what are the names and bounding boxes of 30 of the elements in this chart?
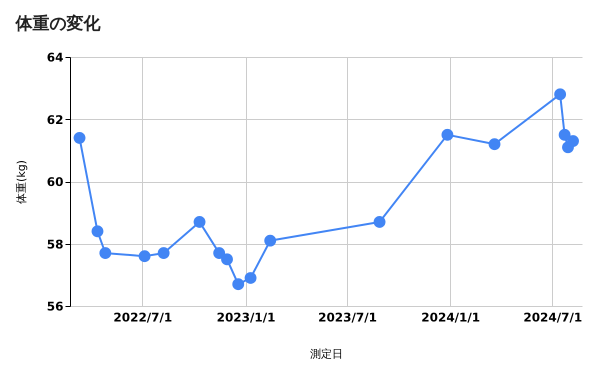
- point: [213, 247, 226, 259]
- y-tick-label: 56: [46, 300, 64, 314]
- point: [558, 128, 571, 141]
- point: [232, 278, 244, 290]
- y-axis-title: 体重(kg): [14, 160, 28, 204]
- point: [441, 128, 454, 141]
- y-tick-label: 58: [46, 237, 64, 252]
- point: [554, 88, 566, 100]
- y-tick-label: 64: [46, 50, 64, 64]
- point: [92, 225, 104, 238]
- x-tick-label: 2024/7/1: [523, 310, 582, 324]
- point: [138, 250, 150, 262]
- x-tick-label: 2022/7/1: [113, 310, 172, 324]
- point: [194, 216, 206, 228]
- x-tick-label: 2023/1/1: [216, 310, 276, 324]
- point: [374, 216, 386, 228]
- point: [244, 272, 256, 284]
- point: [158, 247, 170, 259]
- chart-title: 体重の変化: [14, 14, 102, 34]
- x-axis-title: 測定日: [310, 348, 343, 360]
- point: [99, 247, 112, 259]
- point: [488, 138, 500, 150]
- y-tick-label: 60: [46, 175, 64, 189]
- point: [567, 135, 579, 147]
- x-tick-label: 2024/1/1: [421, 310, 480, 324]
- x-tick-label: 2023/7/1: [318, 310, 377, 324]
- point: [74, 132, 86, 144]
- point: [221, 253, 233, 266]
- point: [264, 234, 276, 247]
- y-tick-label: 62: [46, 112, 64, 127]
